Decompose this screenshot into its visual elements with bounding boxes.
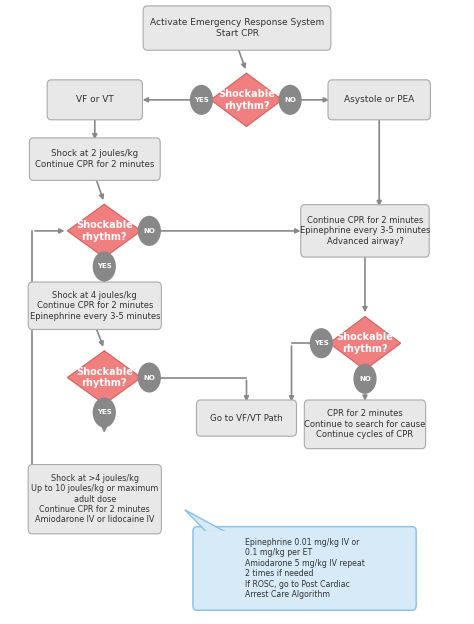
Text: Shock at 4 joules/kg
Continue CPR for 2 minutes
Epinephrine every 3-5 minutes: Shock at 4 joules/kg Continue CPR for 2 … xyxy=(29,291,160,321)
Circle shape xyxy=(310,329,332,358)
FancyBboxPatch shape xyxy=(28,464,161,534)
Text: YES: YES xyxy=(194,97,209,103)
Circle shape xyxy=(191,85,212,114)
FancyBboxPatch shape xyxy=(29,138,160,180)
Text: Continue CPR for 2 minutes
Epinephrine every 3-5 minutes
Advanced airway?: Continue CPR for 2 minutes Epinephrine e… xyxy=(300,216,430,246)
Text: NO: NO xyxy=(359,376,371,382)
FancyBboxPatch shape xyxy=(193,527,416,610)
Text: NO: NO xyxy=(143,374,155,381)
Text: NO: NO xyxy=(284,97,296,103)
Text: Shockable
rhythm?: Shockable rhythm? xyxy=(337,333,393,354)
Polygon shape xyxy=(329,317,401,369)
FancyBboxPatch shape xyxy=(143,6,331,51)
Polygon shape xyxy=(67,351,141,404)
Text: Shockable
rhythm?: Shockable rhythm? xyxy=(218,89,275,110)
Text: Epinephrine 0.01 mg/kg IV or
0.1 mg/kg per ET
Amiodarone 5 mg/kg IV repeat
2 tim: Epinephrine 0.01 mg/kg IV or 0.1 mg/kg p… xyxy=(245,538,365,599)
Circle shape xyxy=(93,398,115,427)
Text: Shockable
rhythm?: Shockable rhythm? xyxy=(76,367,133,388)
Polygon shape xyxy=(67,205,141,257)
FancyBboxPatch shape xyxy=(196,400,296,436)
Circle shape xyxy=(354,364,376,393)
Text: Shockable
rhythm?: Shockable rhythm? xyxy=(76,220,133,241)
FancyBboxPatch shape xyxy=(304,400,426,449)
Text: Activate Emergency Response System
Start CPR: Activate Emergency Response System Start… xyxy=(150,18,324,38)
Text: Shock at >4 joules/kg
Up to 10 joules/kg or maximum
adult dose
Continue CPR for : Shock at >4 joules/kg Up to 10 joules/kg… xyxy=(31,474,158,525)
FancyBboxPatch shape xyxy=(28,282,161,329)
Text: VF or VT: VF or VT xyxy=(76,95,114,104)
Circle shape xyxy=(93,252,115,281)
Text: YES: YES xyxy=(314,340,329,346)
FancyBboxPatch shape xyxy=(47,80,142,120)
Polygon shape xyxy=(211,74,282,126)
Text: NO: NO xyxy=(143,228,155,234)
Text: Shock at 2 joules/kg
Continue CPR for 2 minutes: Shock at 2 joules/kg Continue CPR for 2 … xyxy=(35,149,155,169)
Text: YES: YES xyxy=(97,409,112,416)
FancyBboxPatch shape xyxy=(328,80,430,120)
Polygon shape xyxy=(185,510,225,532)
Text: Go to VF/VT Path: Go to VF/VT Path xyxy=(210,414,283,422)
Circle shape xyxy=(279,85,301,114)
Circle shape xyxy=(138,363,160,392)
Text: CPR for 2 minutes
Continue to search for cause
Continue cycles of CPR: CPR for 2 minutes Continue to search for… xyxy=(304,409,426,439)
Circle shape xyxy=(138,217,160,245)
Text: YES: YES xyxy=(97,263,112,270)
Text: Asystole or PEA: Asystole or PEA xyxy=(344,95,414,104)
FancyBboxPatch shape xyxy=(301,205,429,257)
